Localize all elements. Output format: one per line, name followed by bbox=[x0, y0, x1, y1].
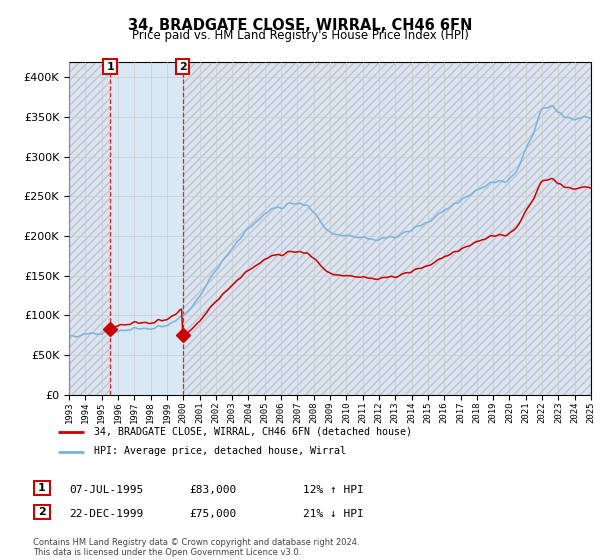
Text: 2: 2 bbox=[179, 62, 187, 72]
Text: 34, BRADGATE CLOSE, WIRRAL, CH46 6FN (detached house): 34, BRADGATE CLOSE, WIRRAL, CH46 6FN (de… bbox=[94, 427, 412, 437]
Text: 12% ↑ HPI: 12% ↑ HPI bbox=[303, 485, 364, 495]
Text: 22-DEC-1999: 22-DEC-1999 bbox=[69, 509, 143, 519]
Text: Price paid vs. HM Land Registry's House Price Index (HPI): Price paid vs. HM Land Registry's House … bbox=[131, 29, 469, 42]
Bar bbox=[69, 62, 110, 395]
Text: 1: 1 bbox=[38, 483, 46, 493]
Bar bbox=[110, 62, 182, 395]
Text: 34, BRADGATE CLOSE, WIRRAL, CH46 6FN: 34, BRADGATE CLOSE, WIRRAL, CH46 6FN bbox=[128, 18, 472, 33]
Text: HPI: Average price, detached house, Wirral: HPI: Average price, detached house, Wirr… bbox=[94, 446, 346, 456]
Text: £83,000: £83,000 bbox=[189, 485, 236, 495]
Text: Contains HM Land Registry data © Crown copyright and database right 2024.
This d: Contains HM Land Registry data © Crown c… bbox=[33, 538, 359, 557]
Text: 2: 2 bbox=[38, 507, 46, 517]
FancyBboxPatch shape bbox=[34, 480, 50, 495]
Bar bbox=[182, 62, 591, 395]
FancyBboxPatch shape bbox=[34, 505, 50, 519]
Text: 07-JUL-1995: 07-JUL-1995 bbox=[69, 485, 143, 495]
Text: 1: 1 bbox=[106, 62, 114, 72]
Text: £75,000: £75,000 bbox=[189, 509, 236, 519]
Text: 21% ↓ HPI: 21% ↓ HPI bbox=[303, 509, 364, 519]
